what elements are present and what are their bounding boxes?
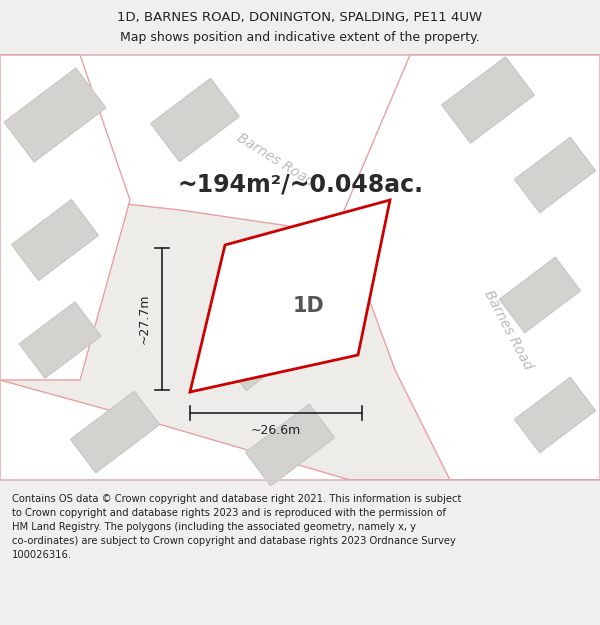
Text: ~27.7m: ~27.7m [137, 294, 151, 344]
Polygon shape [0, 55, 600, 235]
Text: 1D, BARNES ROAD, DONINGTON, SPALDING, PE11 4UW: 1D, BARNES ROAD, DONINGTON, SPALDING, PE… [118, 11, 482, 24]
Polygon shape [4, 68, 106, 162]
Text: Barnes Road: Barnes Road [234, 131, 316, 189]
Polygon shape [151, 78, 239, 162]
Polygon shape [11, 199, 98, 281]
Polygon shape [0, 55, 130, 380]
Text: Contains OS data © Crown copyright and database right 2021. This information is : Contains OS data © Crown copyright and d… [12, 494, 461, 560]
Text: Barnes Road: Barnes Road [481, 288, 535, 372]
Bar [0, 55, 600, 480]
Polygon shape [340, 55, 600, 480]
Polygon shape [216, 299, 314, 391]
Text: ~26.6m: ~26.6m [251, 424, 301, 438]
Polygon shape [442, 57, 535, 143]
Polygon shape [190, 200, 390, 392]
Polygon shape [70, 391, 160, 473]
Polygon shape [499, 257, 581, 333]
Polygon shape [245, 404, 335, 486]
Polygon shape [514, 137, 596, 213]
Text: 1D: 1D [293, 296, 325, 316]
Text: Map shows position and indicative extent of the property.: Map shows position and indicative extent… [120, 31, 480, 44]
Polygon shape [19, 302, 101, 378]
Text: ~194m²/~0.048ac.: ~194m²/~0.048ac. [177, 173, 423, 197]
Polygon shape [0, 380, 600, 480]
Polygon shape [514, 377, 596, 453]
